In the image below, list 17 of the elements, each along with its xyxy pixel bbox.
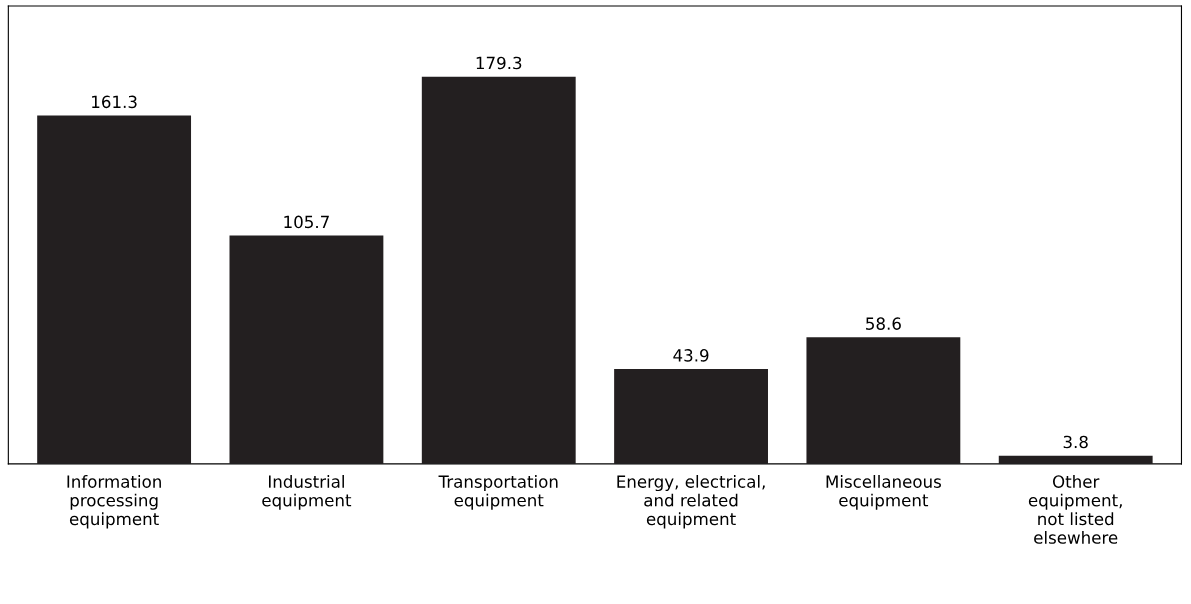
data-label: 3.8: [1063, 435, 1088, 449]
x-tick-label: Energy, electrical, and related equipment: [617, 474, 765, 529]
x-tick-label: Other equipment, not listed elsewhere: [1028, 474, 1122, 544]
data-label: 58.6: [866, 317, 901, 330]
x-tick-label: Industrial equipment: [262, 474, 352, 510]
data-label: 43.9: [673, 349, 709, 362]
bar: [37, 115, 192, 464]
x-tick-label: Miscellaneous equipment: [826, 474, 941, 510]
x-tick-label: Information processing equipment: [67, 474, 161, 529]
bar: [421, 76, 576, 464]
x-tick-label: Transportation equipment: [438, 474, 558, 510]
bar: [229, 235, 384, 464]
data-label: 105.7: [284, 215, 329, 229]
data-label: 161.3: [92, 95, 137, 109]
bar: [806, 337, 961, 464]
data-label: 179.3: [476, 56, 522, 70]
bar: [614, 369, 768, 464]
